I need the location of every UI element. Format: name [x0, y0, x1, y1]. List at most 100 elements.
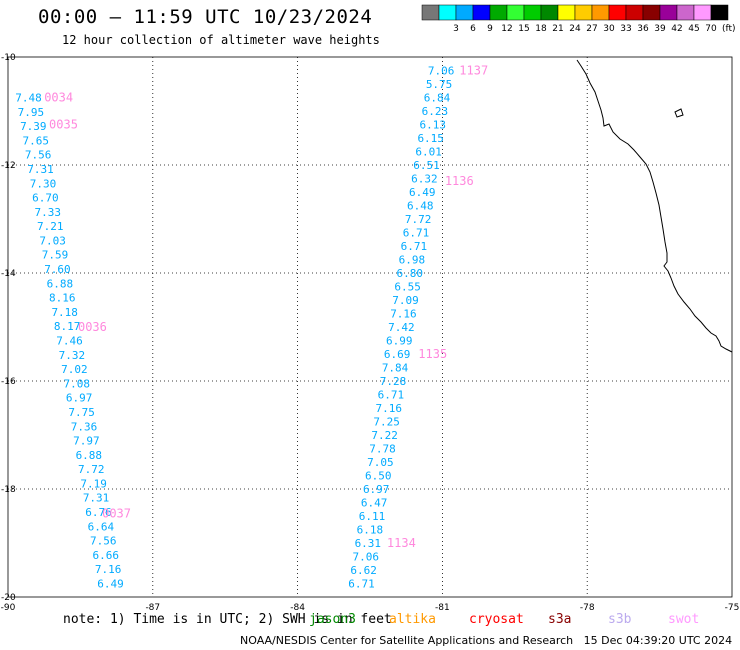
wave-height-value: 7.60 — [44, 263, 70, 276]
wave-height-value: 6.01 — [415, 146, 442, 159]
pass-time-label: 0036 — [78, 320, 107, 334]
wave-height-value: 7.25 — [373, 416, 400, 429]
wave-height-value: 7.31 — [83, 492, 110, 505]
legend-swatch — [710, 4, 729, 21]
pass-time-label: 1136 — [445, 174, 474, 188]
wave-height-value: 6.88 — [76, 449, 103, 462]
wave-height-value: 7.72 — [405, 213, 432, 226]
wave-height-value: 7.22 — [371, 429, 398, 442]
wave-height-value: 7.78 — [369, 443, 396, 456]
wave-height-value: 6.50 — [365, 470, 392, 483]
wave-height-value: 6.23 — [422, 105, 449, 118]
legend-label: 9 — [487, 24, 493, 34]
wave-height-value: 7.16 — [390, 308, 417, 321]
y-tick-label: -14 — [1, 269, 16, 279]
legend-label: 27 — [586, 24, 597, 34]
satellite-label-cryosat: cryosat — [469, 612, 524, 627]
wave-height-value: 6.62 — [350, 564, 377, 577]
footer-note: note: 1) Time is in UTC; 2) SWH is in fe… — [63, 612, 392, 627]
wave-height-map: -90 -87 -84 -81 -78 -75 -10 -12 -14 -16 -18 -20 7.48… — [1, 53, 740, 612]
legend-label: 6 — [470, 24, 476, 34]
wave-height-value: 7.84 — [382, 362, 409, 375]
wave-height-value: 6.51 — [413, 159, 440, 172]
y-tick-label: -20 — [1, 593, 16, 603]
legend-label: 15 — [518, 24, 529, 34]
island-outline — [674, 108, 684, 118]
wave-height-value: 6.70 — [32, 192, 59, 205]
x-tick-label: -90 — [1, 603, 16, 612]
wave-height-value: 8.17 — [54, 320, 81, 333]
wave-height-value: 7.46 — [56, 335, 82, 348]
wave-height-value: 6.55 — [394, 281, 421, 294]
pass-time-label: 0037 — [102, 506, 131, 520]
wave-height-value: 7.30 — [30, 177, 57, 190]
wave-height-value: 6.18 — [357, 524, 384, 537]
wave-height-value: 6.98 — [399, 254, 426, 267]
wave-height-value: 7.42 — [388, 321, 415, 334]
wave-height-value: 7.39 — [20, 120, 47, 133]
wave-height-value: 7.75 — [68, 406, 95, 419]
legend-label: 21 — [552, 24, 563, 34]
wave-height-value: 7.16 — [95, 563, 122, 576]
wave-height-value: 7.28 — [380, 375, 407, 388]
wave-height-value: 6.71 — [348, 578, 375, 591]
page-title: 00:00 – 11:59 UTC 10/23/2024 — [38, 6, 373, 28]
coastline — [576, 59, 733, 353]
wave-height-value: 6.88 — [47, 277, 74, 290]
wave-height-value: 7.36 — [71, 420, 98, 433]
wave-height-value: 7.05 — [367, 456, 394, 469]
legend-label: 36 — [637, 24, 649, 34]
wave-height-value: 7.48 — [15, 92, 41, 105]
footer-credit: NOAA/NESDIS Center for Satellite Applica… — [240, 634, 733, 647]
x-tick-label: -81 — [435, 603, 450, 612]
y-tick-label: -12 — [1, 161, 16, 171]
pass-time-label: 1135 — [418, 347, 447, 361]
wave-height-value: 7.18 — [51, 306, 78, 319]
x-tick-label: -75 — [725, 603, 740, 612]
y-tick-label: -10 — [1, 53, 16, 63]
legend-label: 45 — [688, 24, 699, 34]
legend-label: 33 — [620, 24, 631, 34]
page-subtitle: 12 hour collection of altimeter wave hei… — [62, 33, 380, 47]
wave-height-value: 6.15 — [417, 132, 444, 145]
wave-height-value: 7.32 — [59, 349, 86, 362]
wave-height-value: 6.76 — [85, 506, 112, 519]
legend-label: 12 — [501, 24, 512, 34]
legend-label: 70 — [705, 24, 717, 34]
y-tick-label: -18 — [1, 485, 16, 495]
wave-height-value: 7.16 — [376, 402, 403, 415]
x-tick-label: -87 — [145, 603, 160, 612]
wave-height-value: 7.97 — [73, 435, 100, 448]
x-tick-label: -84 — [290, 603, 305, 612]
satellite-label-s3a: s3a — [548, 612, 572, 627]
wave-height-value: 6.99 — [386, 335, 413, 348]
wave-height-value: 7.31 — [27, 163, 54, 176]
color-legend: 3 6 9 12 15 18 21 24 27 30 33 36 39 42 45 70 (ft) — [421, 4, 736, 34]
wave-height-value: 7.33 — [35, 206, 62, 219]
wave-height-value: 7.08 — [64, 377, 91, 390]
pass-time-label: 0035 — [49, 118, 78, 132]
wave-height-value: 6.64 — [88, 520, 115, 533]
legend-label: 18 — [535, 24, 547, 34]
wave-height-value: 7.56 — [25, 149, 52, 162]
satellite-label-altika: altika — [389, 612, 436, 627]
wave-height-value: 7.95 — [18, 106, 45, 119]
wave-height-value: 6.71 — [401, 240, 428, 253]
wave-height-value: 6.97 — [66, 392, 93, 405]
wave-height-value: 7.65 — [22, 134, 49, 147]
pass-time-label: 1134 — [387, 536, 416, 550]
wave-height-value: 6.71 — [403, 227, 430, 240]
wave-height-value: 7.72 — [78, 463, 105, 476]
legend-label: 42 — [671, 24, 682, 34]
wave-height-value: 7.59 — [42, 249, 69, 262]
satellite-label-swot: swot — [668, 612, 700, 627]
legend-unit: (ft) — [722, 24, 736, 34]
wave-height-value: 6.49 — [409, 186, 436, 199]
legend-label: 39 — [654, 24, 666, 34]
satellite-label-s3b: s3b — [608, 612, 632, 627]
wave-height-value: 7.03 — [39, 234, 66, 247]
legend-label: 24 — [569, 24, 581, 34]
wave-height-value: 5.75 — [426, 78, 453, 91]
pass-time-label: 1137 — [459, 64, 488, 78]
